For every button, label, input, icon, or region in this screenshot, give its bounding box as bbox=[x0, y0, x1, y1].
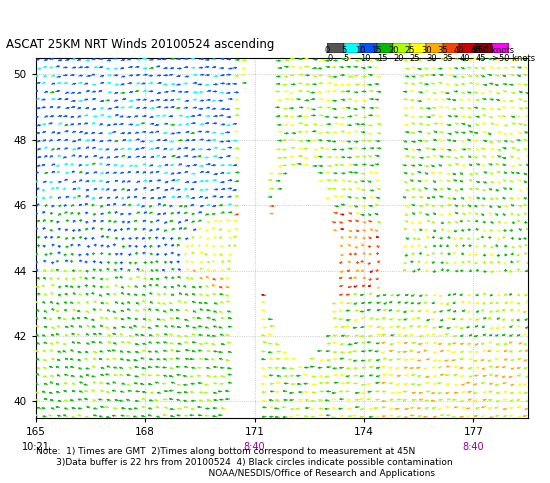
Text: 0: 0 bbox=[327, 54, 333, 63]
Bar bbox=[360, 43, 377, 53]
Text: 8:40: 8:40 bbox=[244, 442, 265, 452]
Text: 45: 45 bbox=[470, 45, 481, 55]
Text: 30: 30 bbox=[421, 45, 432, 55]
Bar bbox=[344, 43, 360, 53]
Text: 40: 40 bbox=[459, 54, 470, 63]
Bar bbox=[377, 43, 393, 53]
Text: 15: 15 bbox=[371, 45, 382, 55]
Text: >50 knots: >50 knots bbox=[471, 45, 514, 55]
Text: Note:  1) Times are GMT  2)Times along bottom correspond to measurement at 45N: Note: 1) Times are GMT 2)Times along bot… bbox=[36, 447, 415, 456]
Text: 3)Data buffer is 22 hrs from 20100524  4) Black circles indicate possible contam: 3)Data buffer is 22 hrs from 20100524 4)… bbox=[36, 458, 452, 467]
Bar bbox=[426, 43, 443, 53]
Text: 5: 5 bbox=[344, 54, 349, 63]
Bar bbox=[492, 43, 509, 53]
Text: >50 knots: >50 knots bbox=[492, 54, 535, 63]
Bar bbox=[393, 43, 410, 53]
Text: 15: 15 bbox=[377, 54, 387, 63]
Text: 35: 35 bbox=[437, 45, 448, 55]
Bar bbox=[443, 43, 459, 53]
Text: NOAA/NESDIS/Office of Research and Applications: NOAA/NESDIS/Office of Research and Appli… bbox=[36, 469, 435, 478]
Text: 40: 40 bbox=[454, 45, 465, 55]
Text: 10:21: 10:21 bbox=[22, 442, 50, 452]
Text: 20: 20 bbox=[388, 45, 399, 55]
Text: 0: 0 bbox=[324, 45, 330, 55]
Bar bbox=[327, 43, 344, 53]
Bar bbox=[410, 43, 426, 53]
Text: 25: 25 bbox=[404, 45, 415, 55]
Text: 8:40: 8:40 bbox=[463, 442, 484, 452]
Bar bbox=[459, 43, 476, 53]
Text: 20: 20 bbox=[393, 54, 404, 63]
Text: 10: 10 bbox=[360, 54, 371, 63]
Text: 10: 10 bbox=[355, 45, 366, 55]
Text: 45: 45 bbox=[476, 54, 486, 63]
Text: 5: 5 bbox=[341, 45, 346, 55]
Text: 30: 30 bbox=[426, 54, 437, 63]
Text: 25: 25 bbox=[410, 54, 420, 63]
Text: 35: 35 bbox=[443, 54, 453, 63]
Text: ASCAT 25KM NRT Winds 20100524 ascending: ASCAT 25KM NRT Winds 20100524 ascending bbox=[6, 38, 274, 51]
Bar bbox=[476, 43, 492, 53]
